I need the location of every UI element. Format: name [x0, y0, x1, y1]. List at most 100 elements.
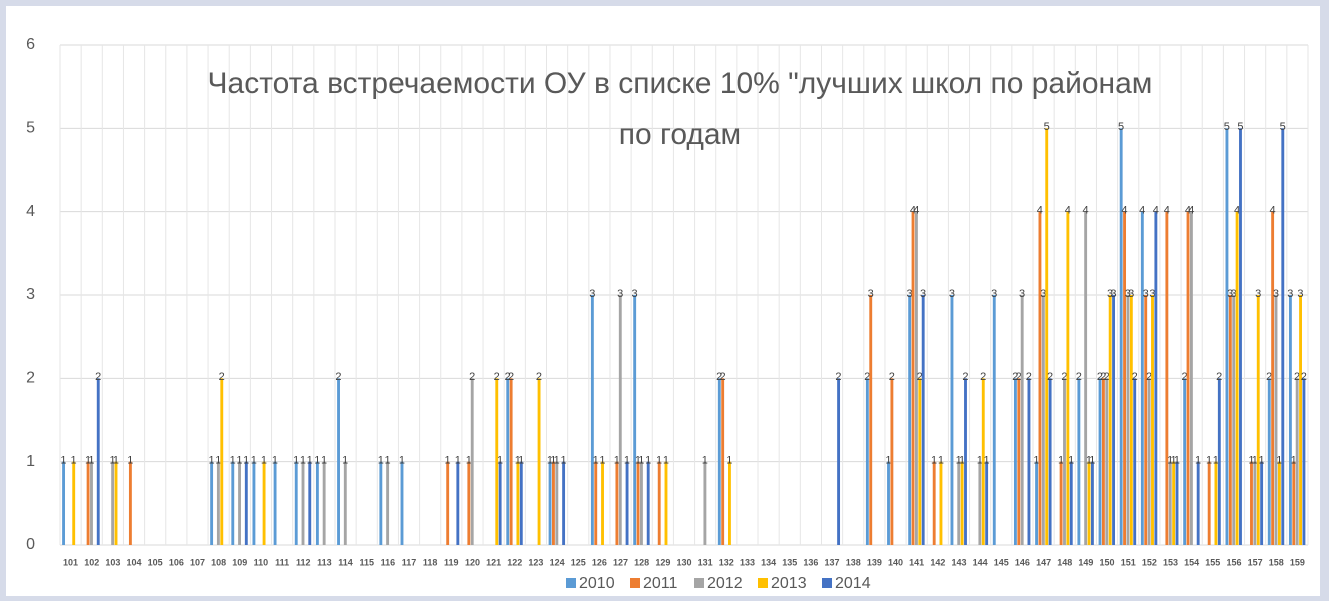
bar — [985, 461, 989, 545]
legend-label: 2014 — [835, 575, 871, 592]
bar — [1256, 295, 1260, 545]
data-label: 3 — [1143, 288, 1149, 300]
data-label: 1 — [321, 455, 327, 467]
x-tick-label: 130 — [676, 557, 691, 567]
bar — [1214, 461, 1218, 545]
bar — [308, 461, 312, 545]
data-label: 2 — [95, 371, 101, 383]
data-label: 1 — [1206, 455, 1212, 467]
data-label: 1 — [593, 455, 599, 467]
bar — [932, 461, 936, 545]
data-label: 1 — [1068, 455, 1074, 467]
data-label: 1 — [956, 455, 962, 467]
legend-swatch — [566, 578, 576, 588]
bar — [918, 378, 922, 545]
x-tick-label: 111 — [275, 557, 289, 567]
data-label: 3 — [1110, 288, 1116, 300]
data-label: 2 — [1104, 371, 1110, 383]
data-label: 1 — [1058, 455, 1064, 467]
bar — [960, 461, 964, 545]
x-tick-label: 123 — [528, 557, 543, 567]
bar — [1020, 295, 1024, 545]
x-tick-label: 145 — [994, 557, 1009, 567]
y-tick-label: 2 — [26, 370, 35, 387]
data-label: 1 — [977, 455, 983, 467]
data-label: 2 — [980, 371, 986, 383]
bar — [865, 378, 869, 545]
data-label: 1 — [293, 455, 299, 467]
data-label: 2 — [1061, 371, 1067, 383]
x-tick-label: 148 — [1057, 557, 1072, 567]
bar — [62, 461, 65, 545]
data-label: 1 — [1248, 455, 1254, 467]
bar — [1250, 461, 1253, 545]
bar — [1108, 295, 1112, 545]
data-label: 1 — [938, 455, 944, 467]
x-tick-label: 125 — [571, 557, 586, 567]
data-label: 1 — [342, 455, 348, 467]
bar — [618, 295, 622, 545]
data-label: 1 — [88, 455, 94, 467]
bar — [273, 461, 277, 545]
data-label: 3 — [1125, 288, 1131, 300]
bar — [72, 461, 76, 545]
data-label: 1 — [1258, 455, 1264, 467]
data-label: 2 — [505, 371, 511, 383]
data-label: 3 — [1040, 288, 1046, 300]
bar — [1017, 378, 1021, 545]
y-tick-label: 4 — [26, 203, 35, 220]
bar — [1101, 378, 1105, 545]
bar — [1189, 211, 1193, 545]
data-label: 1 — [1213, 455, 1219, 467]
data-label: 1 — [113, 455, 119, 467]
data-label: 2 — [1047, 371, 1053, 383]
bar — [1253, 461, 1257, 545]
x-tick-label: 107 — [190, 557, 205, 567]
bar — [537, 378, 541, 545]
data-label: 1 — [109, 455, 115, 467]
data-label: 5 — [1237, 121, 1243, 133]
data-label: 1 — [550, 455, 556, 467]
data-label: 5 — [1044, 121, 1050, 133]
data-label: 2 — [716, 371, 722, 383]
bar — [1133, 378, 1137, 545]
data-label: 4 — [910, 205, 916, 217]
data-label: 2 — [1016, 371, 1022, 383]
x-tick-label: 134 — [761, 557, 776, 567]
bar — [594, 461, 598, 545]
x-tick-label: 158 — [1269, 557, 1284, 567]
data-label: 1 — [515, 455, 521, 467]
bar — [315, 461, 319, 545]
data-label: 1 — [60, 455, 66, 467]
data-label: 3 — [589, 288, 595, 300]
data-label: 1 — [1170, 455, 1176, 467]
data-label: 1 — [560, 455, 566, 467]
bar — [1098, 378, 1102, 545]
data-label: 3 — [1149, 288, 1155, 300]
bar — [1277, 461, 1281, 545]
bar — [337, 378, 340, 545]
data-label: 4 — [1121, 205, 1127, 217]
bar — [1140, 211, 1144, 545]
data-label: 1 — [71, 455, 77, 467]
x-tick-label: 115 — [359, 557, 374, 567]
x-tick-label: 154 — [1184, 557, 1199, 567]
data-label: 2 — [835, 371, 841, 383]
bar — [1228, 295, 1232, 545]
data-label: 1 — [1086, 455, 1092, 467]
data-label: 1 — [1195, 455, 1201, 467]
data-label: 4 — [1082, 205, 1088, 217]
data-label: 1 — [1033, 455, 1039, 467]
bar — [252, 461, 256, 545]
x-tick-label: 121 — [486, 557, 501, 567]
data-label: 3 — [632, 288, 638, 300]
bar — [950, 295, 954, 545]
bar — [495, 378, 499, 545]
data-label: 1 — [614, 455, 620, 467]
data-label: 2 — [494, 371, 500, 383]
x-tick-label: 103 — [105, 557, 120, 567]
data-label: 1 — [251, 455, 257, 467]
data-label: 3 — [1231, 288, 1237, 300]
x-tick-label: 104 — [127, 557, 142, 567]
bar — [1168, 461, 1172, 545]
